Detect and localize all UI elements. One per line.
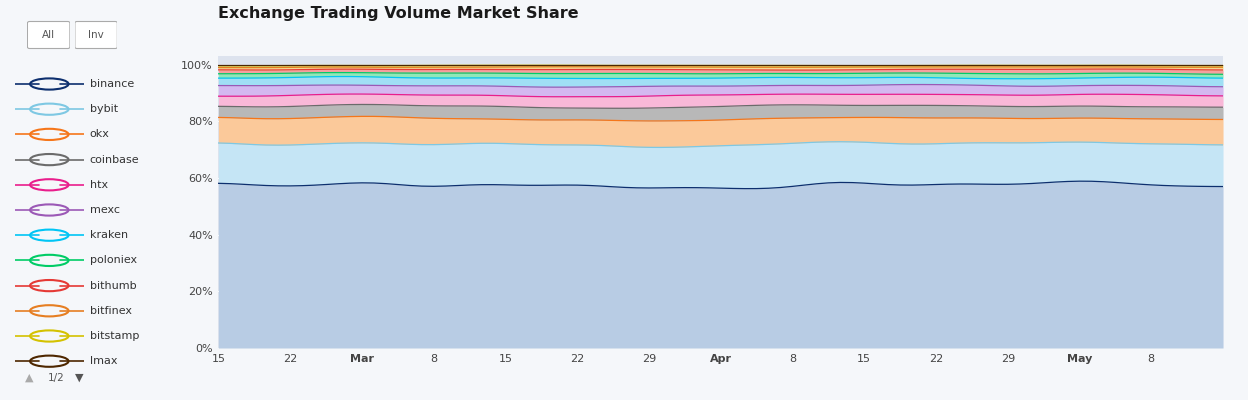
Text: ▼: ▼ <box>75 373 84 383</box>
Text: coinbase: coinbase <box>90 155 140 165</box>
Text: Exchange Trading Volume Market Share: Exchange Trading Volume Market Share <box>218 6 579 21</box>
Text: bitfinex: bitfinex <box>90 306 132 316</box>
Text: kraken: kraken <box>90 230 129 240</box>
Text: Inv: Inv <box>89 30 104 40</box>
Text: bybit: bybit <box>90 104 119 114</box>
Text: htx: htx <box>90 180 109 190</box>
Text: lmax: lmax <box>90 356 117 366</box>
FancyBboxPatch shape <box>75 22 117 48</box>
Text: bithumb: bithumb <box>90 281 136 290</box>
Text: mexc: mexc <box>90 205 120 215</box>
Text: okx: okx <box>90 129 110 139</box>
Text: ▲: ▲ <box>25 373 34 383</box>
Text: 1/2: 1/2 <box>47 373 64 383</box>
FancyBboxPatch shape <box>27 22 70 48</box>
Text: binance: binance <box>90 79 134 89</box>
Text: poloniex: poloniex <box>90 255 137 266</box>
Text: bitstamp: bitstamp <box>90 331 140 341</box>
Text: All: All <box>42 30 55 40</box>
